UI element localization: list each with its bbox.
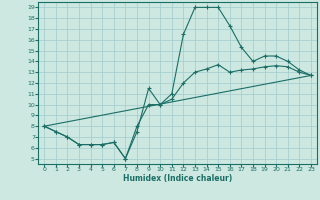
X-axis label: Humidex (Indice chaleur): Humidex (Indice chaleur) [123, 174, 232, 183]
